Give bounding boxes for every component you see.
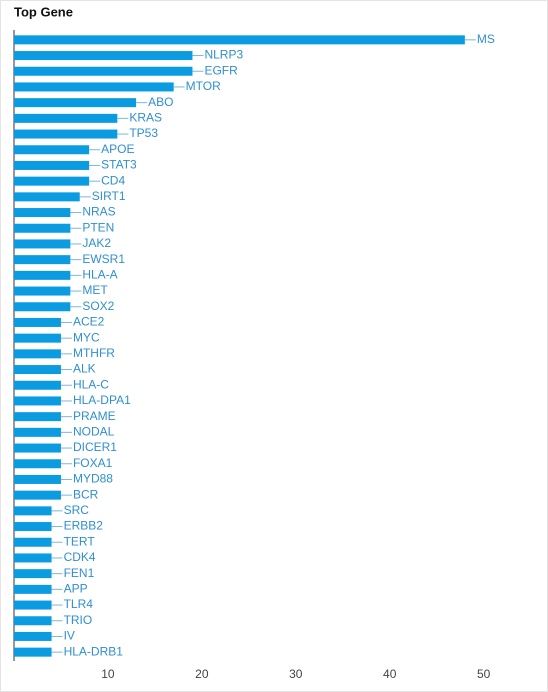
- bar-label: MTHFR: [73, 346, 115, 360]
- bar: [14, 349, 61, 359]
- bar: [14, 537, 52, 547]
- bar-label: TRIO: [64, 613, 93, 627]
- bar-label: ACE2: [73, 315, 105, 329]
- bar-label: APP: [64, 582, 88, 596]
- bar-label: SRC: [64, 503, 90, 517]
- bar: [14, 223, 71, 233]
- bar-label: FEN1: [64, 566, 95, 580]
- bar-label: ABO: [148, 95, 173, 109]
- bar: [14, 584, 52, 594]
- bar: [14, 412, 61, 422]
- x-tick-label: 10: [101, 667, 115, 681]
- bar-label: HLA-C: [73, 377, 109, 391]
- bar: [14, 192, 80, 202]
- bar-label: ERBB2: [64, 519, 104, 533]
- bar: [14, 396, 61, 406]
- bar-label: HLA-A: [82, 268, 117, 282]
- bar-label: TLR4: [64, 597, 94, 611]
- bar-label: FOXA1: [73, 456, 113, 470]
- bar: [14, 333, 61, 343]
- bar-label: SIRT1: [92, 189, 126, 203]
- bar: [14, 600, 52, 610]
- bar: [14, 286, 71, 296]
- bar: [14, 239, 71, 249]
- bar: [14, 51, 193, 61]
- bar: [14, 98, 137, 108]
- bar-label: SOX2: [82, 299, 114, 313]
- bar-label: DICER1: [73, 440, 117, 454]
- bar-label: APOE: [101, 142, 134, 156]
- bar-label: EGFR: [204, 63, 238, 77]
- bar-label: CD4: [101, 173, 125, 187]
- bar-label: EWSR1: [82, 252, 125, 266]
- bar-label: STAT3: [101, 158, 137, 172]
- bar: [14, 317, 61, 327]
- bar: [14, 631, 52, 641]
- bar: [14, 66, 193, 76]
- bar-label: MYC: [73, 330, 100, 344]
- bar-label: ALK: [73, 362, 96, 376]
- bar-label: IV: [64, 629, 75, 643]
- bar: [14, 569, 52, 579]
- bar-label: CDK4: [64, 550, 96, 564]
- bar: [14, 270, 71, 280]
- bar: [14, 553, 52, 563]
- bar: [14, 522, 52, 532]
- x-tick-label: 50: [477, 667, 491, 681]
- bar-label: TERT: [64, 534, 96, 548]
- bar-label: HLA-DRB1: [64, 644, 124, 658]
- bar: [14, 302, 71, 312]
- bar: [14, 506, 52, 516]
- x-tick-label: 40: [383, 667, 397, 681]
- bar: [14, 459, 61, 469]
- bar: [14, 176, 90, 186]
- x-tick-label: 30: [289, 667, 303, 681]
- bar-label: JAK2: [82, 236, 111, 250]
- chart-title: Top Gene: [14, 4, 73, 19]
- bar: [14, 113, 118, 123]
- bar: [14, 647, 52, 657]
- bar: [14, 427, 61, 437]
- bar: [14, 380, 61, 390]
- bar: [14, 255, 71, 265]
- bar-label: NRAS: [82, 205, 115, 219]
- bar-label: NLRP3: [204, 48, 243, 62]
- bar-label: MS: [477, 32, 495, 46]
- bar-label: MET: [82, 283, 108, 297]
- x-tick-label: 20: [195, 667, 209, 681]
- bar-label: PRAME: [73, 409, 116, 423]
- bar-label: MTOR: [186, 79, 221, 93]
- bar: [14, 145, 90, 155]
- bar-label: NODAL: [73, 425, 115, 439]
- bar: [14, 616, 52, 626]
- bar-label: PTEN: [82, 220, 114, 234]
- bar: [14, 365, 61, 375]
- bar: [14, 82, 174, 92]
- bar: [14, 35, 465, 45]
- bar: [14, 474, 61, 484]
- bar-label: MYD88: [73, 472, 113, 486]
- bar: [14, 160, 90, 170]
- bar: [14, 129, 118, 139]
- bar-label: BCR: [73, 487, 99, 501]
- bar: [14, 208, 71, 218]
- bar: [14, 443, 61, 453]
- bar-label: HLA-DPA1: [73, 393, 131, 407]
- bar-label: KRAS: [129, 111, 162, 125]
- bar: [14, 490, 61, 500]
- bar-label: TP53: [129, 126, 158, 140]
